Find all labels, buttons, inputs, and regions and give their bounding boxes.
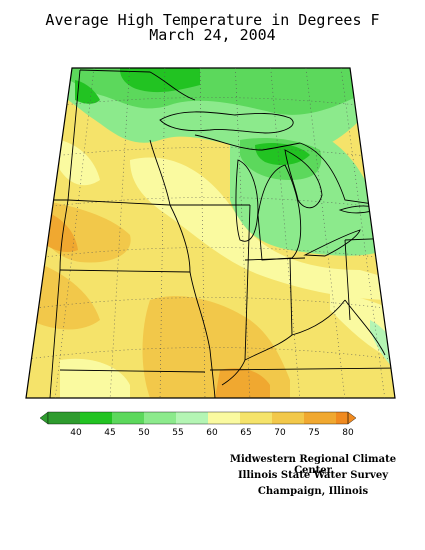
legend-swatch — [48, 412, 80, 424]
legend-tick: 45 — [104, 428, 115, 438]
legend-tick: 80 — [342, 428, 354, 438]
credit-survey: Illinois State Water Survey — [237, 470, 389, 481]
legend-swatch — [208, 412, 240, 424]
map-date: March 24, 2004 — [149, 26, 276, 44]
map-frame — [25, 67, 396, 399]
credit-location: Champaign, Illinois — [257, 486, 369, 497]
legend-swatch — [176, 412, 208, 424]
legend-swatch — [80, 412, 112, 424]
map-title: Average High Temperature in Degrees F — [45, 11, 380, 29]
legend-tick: 40 — [70, 428, 82, 438]
legend-arrow-high — [347, 411, 357, 425]
legend-tick: 65 — [240, 428, 251, 438]
legend-swatch — [304, 412, 336, 424]
legend-arrow-low — [39, 411, 49, 425]
legend-tick: 50 — [138, 428, 150, 438]
legend-swatch — [240, 412, 272, 424]
legend-swatch — [112, 412, 144, 424]
legend-tick: 70 — [274, 428, 286, 438]
temperature-zones — [26, 68, 395, 398]
color-legend: 40 45 50 55 60 65 70 75 80 — [39, 411, 357, 438]
legend-swatch — [336, 412, 348, 424]
credit-organization: Midwestern Regional Climate Center — [229, 454, 397, 476]
legend-tick: 60 — [206, 428, 218, 438]
graticule — [26, 68, 395, 398]
legend-swatch — [144, 412, 176, 424]
legend-tick: 55 — [172, 428, 183, 438]
legend-tick: 75 — [308, 428, 319, 438]
legend-swatch — [272, 412, 304, 424]
